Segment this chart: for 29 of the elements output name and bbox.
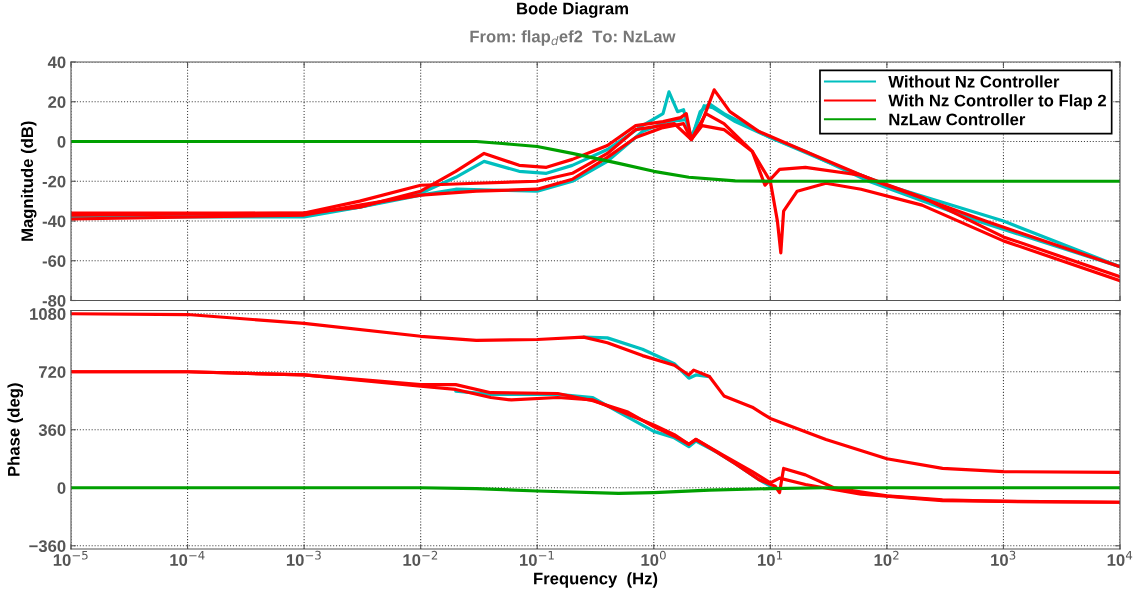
y-tick-label: -60: [42, 255, 66, 267]
chart-title: Bode Diagram: [517, 2, 628, 18]
x-tick-label: 10$^{4}$: [1107, 550, 1133, 566]
y-tick-label: 360: [38, 424, 66, 436]
x-tick-label: 10$^{−2}$: [403, 550, 438, 566]
legend-label: NzLaw Controller: [889, 113, 1026, 126]
y-tick-label: −360: [29, 540, 66, 552]
x-tick-label: 10$^{−4}$: [170, 550, 205, 566]
x-tick-label: 10$^{0}$: [641, 550, 666, 566]
y-tick-label: 20: [48, 96, 66, 108]
y-tick-label: -20: [42, 175, 66, 188]
x-axis-title: Frequency (Hz): [534, 572, 658, 588]
x-tick-label: 10$^{2}$: [874, 550, 899, 566]
x-tick-label: 10$^{3}$: [991, 550, 1016, 566]
y-tick-label: 1080: [30, 308, 66, 320]
chart-subtitle: From: flap$_{d}$ef2 To: NzLaw: [470, 30, 676, 46]
y-tick-label: 720: [39, 366, 66, 378]
legend-label: Without Nz Controller: [888, 75, 1060, 88]
y-tick-label: 40: [47, 56, 66, 69]
x-tick-label: 10$^{−3}$: [286, 550, 321, 566]
x-tick-label: 10$^{1}$: [758, 550, 783, 566]
y-tick-label: 0: [57, 135, 66, 148]
y-axis-title: Phase (deg): [7, 383, 24, 476]
y-tick-label: -40: [42, 215, 66, 228]
y-axis-title: Magnitude (dB): [20, 121, 37, 241]
y-tick-label: 0: [57, 482, 66, 494]
y-tick-label: -80: [42, 294, 66, 307]
legend-label: With Nz Controller to Flap 2: [888, 94, 1107, 110]
x-tick-label: 10$^{−1}$: [520, 550, 554, 566]
